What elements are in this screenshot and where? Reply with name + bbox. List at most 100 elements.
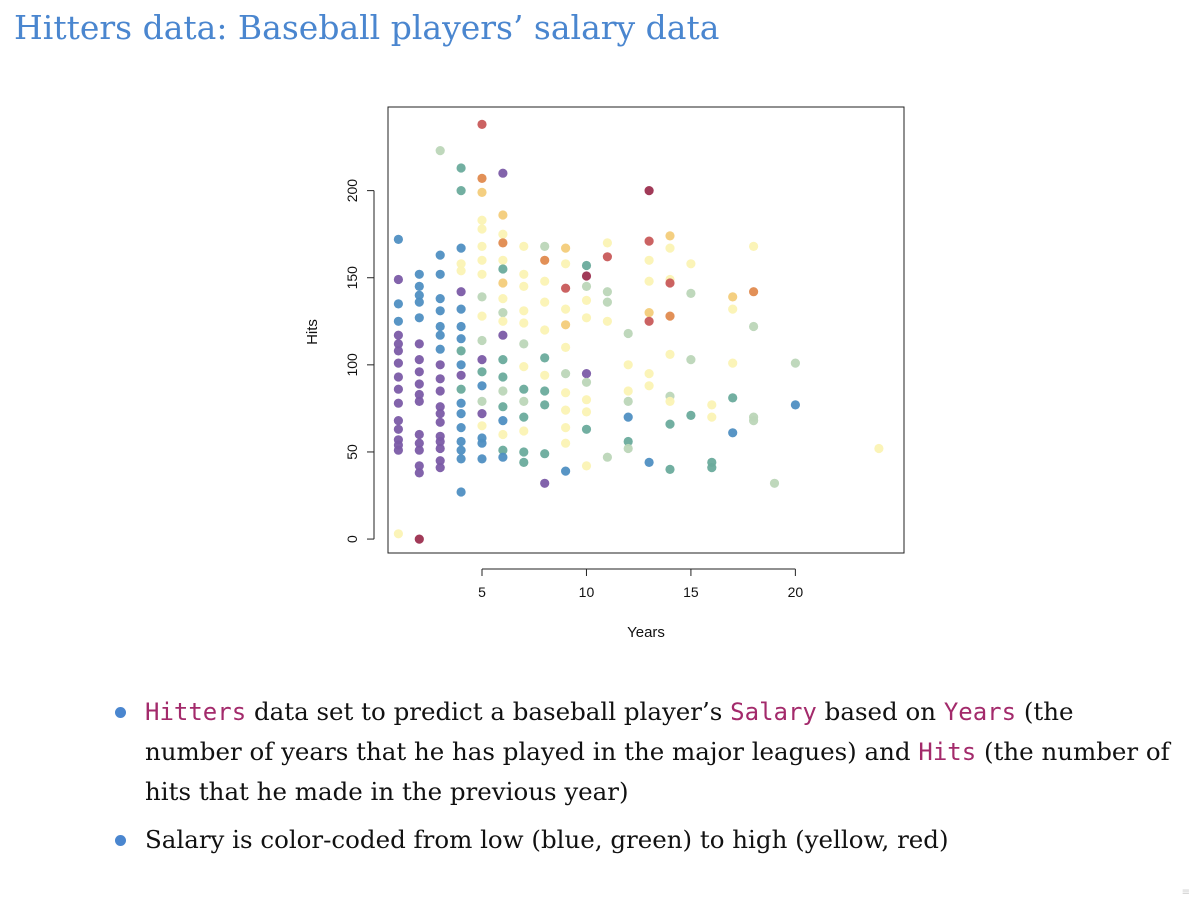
scatter-point bbox=[623, 443, 633, 454]
scatter-point bbox=[393, 424, 403, 434]
scatter-point bbox=[519, 384, 529, 394]
scatter-point bbox=[561, 243, 571, 253]
scatter-point bbox=[581, 369, 592, 379]
scatter-point bbox=[581, 461, 592, 471]
y-tick-label: 0 bbox=[344, 535, 360, 543]
scatter-point bbox=[477, 438, 487, 448]
scatter-point bbox=[414, 438, 424, 448]
scatter-point bbox=[540, 297, 550, 307]
scatter-point bbox=[581, 281, 592, 291]
scatter-point bbox=[456, 384, 466, 394]
scatter-point bbox=[602, 316, 612, 326]
bullet-text: Salary is color-coded from low (blue, gr… bbox=[145, 825, 949, 854]
scatter-point bbox=[561, 259, 571, 269]
scatter-point bbox=[581, 313, 592, 323]
scatter-point bbox=[456, 409, 466, 419]
scatter-point bbox=[477, 224, 487, 234]
scatter-point bbox=[707, 463, 717, 473]
scatter-point bbox=[644, 457, 654, 467]
scatter-point bbox=[456, 346, 466, 356]
scatter-point bbox=[665, 396, 675, 406]
scatter-point bbox=[498, 372, 508, 382]
scatter-point bbox=[477, 173, 487, 183]
scatter-point bbox=[414, 534, 424, 544]
scatter-point bbox=[498, 429, 508, 440]
x-tick-label: 10 bbox=[579, 584, 595, 600]
bullet-text: data set to predict a baseball player’s bbox=[246, 697, 731, 726]
scatter-point bbox=[435, 456, 445, 466]
scatter-point bbox=[602, 297, 612, 307]
scatter-point bbox=[414, 290, 424, 300]
scatter-point bbox=[435, 386, 445, 396]
scatter-point bbox=[728, 358, 738, 368]
scatter-point bbox=[456, 243, 466, 253]
scatter-point bbox=[602, 452, 612, 462]
scatter-point bbox=[874, 443, 884, 454]
scatter-point bbox=[477, 335, 487, 346]
scatter-point bbox=[498, 294, 508, 304]
bullet-text: (the number of years that he has played … bbox=[145, 697, 1074, 766]
scatter-point bbox=[477, 409, 487, 419]
scatter-point bbox=[498, 316, 508, 326]
bullet-dot-icon bbox=[115, 707, 126, 718]
scatter-point bbox=[769, 478, 780, 488]
scatter-point bbox=[686, 288, 696, 298]
scatter-point bbox=[519, 457, 529, 467]
scatter-point bbox=[498, 445, 508, 455]
scatter-point bbox=[435, 344, 445, 354]
scatter-point bbox=[477, 311, 487, 321]
bullet-item-2: Salary is color-coded from low (blue, gr… bbox=[112, 820, 1172, 859]
scatter-point bbox=[561, 283, 571, 293]
scatter-point bbox=[686, 355, 696, 365]
scatter-point bbox=[414, 367, 424, 377]
scatter-point bbox=[477, 454, 487, 464]
scatter-point bbox=[498, 278, 508, 288]
scatter-point bbox=[477, 187, 487, 197]
scatter-point bbox=[749, 416, 759, 426]
scatter-point bbox=[644, 236, 654, 246]
scatter-point bbox=[498, 355, 508, 365]
scatter-point bbox=[498, 229, 508, 239]
scatter-point bbox=[665, 311, 675, 321]
scatter-point bbox=[686, 410, 696, 420]
scatter-point bbox=[414, 429, 424, 440]
scatter-point bbox=[644, 381, 654, 391]
scatter-point bbox=[561, 304, 571, 314]
y-tick-label: 200 bbox=[344, 179, 360, 203]
scatter-point bbox=[728, 428, 738, 438]
scatter-point bbox=[519, 412, 529, 422]
scatter-point bbox=[414, 389, 424, 400]
scatter-chart: 0 50 100 150 200 5 10 15 20 Years Hits bbox=[304, 106, 905, 641]
scatter-point bbox=[456, 370, 466, 380]
scatter-point bbox=[477, 355, 487, 365]
x-tick-label: 15 bbox=[683, 584, 699, 600]
x-tick-label: 5 bbox=[478, 584, 486, 600]
scatter-point bbox=[414, 339, 424, 349]
scatter-point bbox=[456, 334, 466, 344]
x-axis-label: Years bbox=[627, 624, 665, 641]
scatter-point bbox=[581, 395, 592, 405]
scatter-point bbox=[456, 259, 466, 269]
scatter-point bbox=[644, 276, 654, 286]
scatter-point bbox=[581, 424, 592, 434]
code-years: Years bbox=[943, 698, 1017, 726]
scatter-point bbox=[393, 416, 403, 426]
x-tick-label: 20 bbox=[788, 584, 804, 600]
scatter-point bbox=[540, 325, 550, 335]
bullet-text: based on bbox=[816, 697, 944, 726]
scatter-point bbox=[456, 266, 466, 276]
scatter-point bbox=[435, 409, 445, 419]
scatter-point bbox=[561, 320, 571, 330]
scatter-point bbox=[393, 234, 403, 244]
scatter-point bbox=[414, 379, 424, 389]
scatter-point bbox=[540, 370, 550, 380]
scatter-point bbox=[790, 358, 800, 368]
bullet-list: Hitters data set to predict a baseball p… bbox=[112, 692, 1172, 868]
scatter-point bbox=[498, 452, 508, 462]
scatter-point bbox=[393, 339, 403, 349]
scatter-point bbox=[644, 255, 654, 265]
scatter-point bbox=[393, 316, 403, 326]
scatter-point bbox=[414, 281, 424, 291]
scatter-point bbox=[498, 416, 508, 426]
scatter-point bbox=[644, 308, 654, 318]
